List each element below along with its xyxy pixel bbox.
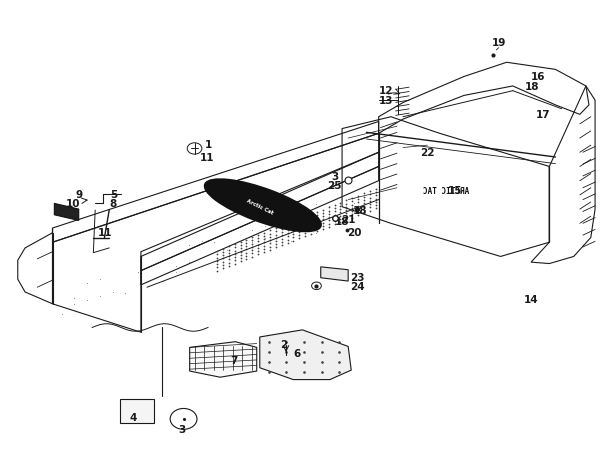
Text: 7: 7 (230, 356, 237, 366)
Text: Arctic Cat: Arctic Cat (246, 198, 274, 215)
Text: 3: 3 (179, 425, 186, 435)
Text: 12: 12 (379, 86, 393, 95)
Text: 3: 3 (331, 172, 338, 182)
Text: 11: 11 (98, 228, 113, 238)
Text: 21: 21 (341, 215, 356, 225)
Text: 25: 25 (327, 181, 342, 191)
Text: 13: 13 (379, 96, 393, 106)
Text: 14: 14 (524, 295, 538, 305)
Polygon shape (189, 342, 257, 377)
Text: 20: 20 (347, 228, 362, 238)
Text: 6: 6 (293, 350, 301, 360)
Text: 4: 4 (130, 413, 137, 423)
Text: 11: 11 (200, 153, 214, 163)
Text: 22: 22 (420, 148, 434, 158)
Text: 15: 15 (448, 186, 462, 196)
Text: 8: 8 (110, 200, 117, 209)
Text: 1: 1 (204, 140, 211, 150)
Text: 18: 18 (335, 218, 349, 228)
Polygon shape (120, 399, 155, 423)
Text: 17: 17 (536, 110, 551, 120)
Text: ƆAT ƆITƆЯA: ƆAT ƆITƆЯA (423, 187, 469, 196)
Text: 10: 10 (65, 200, 80, 209)
Text: 16: 16 (531, 72, 546, 83)
Text: 2: 2 (280, 341, 288, 351)
Ellipse shape (205, 179, 321, 231)
Text: 18: 18 (525, 82, 540, 92)
Text: 18: 18 (353, 207, 368, 217)
Text: 19: 19 (492, 38, 507, 48)
Polygon shape (321, 267, 348, 281)
Polygon shape (260, 330, 351, 380)
Text: 9: 9 (75, 190, 82, 200)
Text: 5: 5 (110, 190, 117, 200)
Text: 24: 24 (350, 282, 365, 292)
Polygon shape (54, 203, 79, 220)
Text: 23: 23 (350, 273, 365, 283)
